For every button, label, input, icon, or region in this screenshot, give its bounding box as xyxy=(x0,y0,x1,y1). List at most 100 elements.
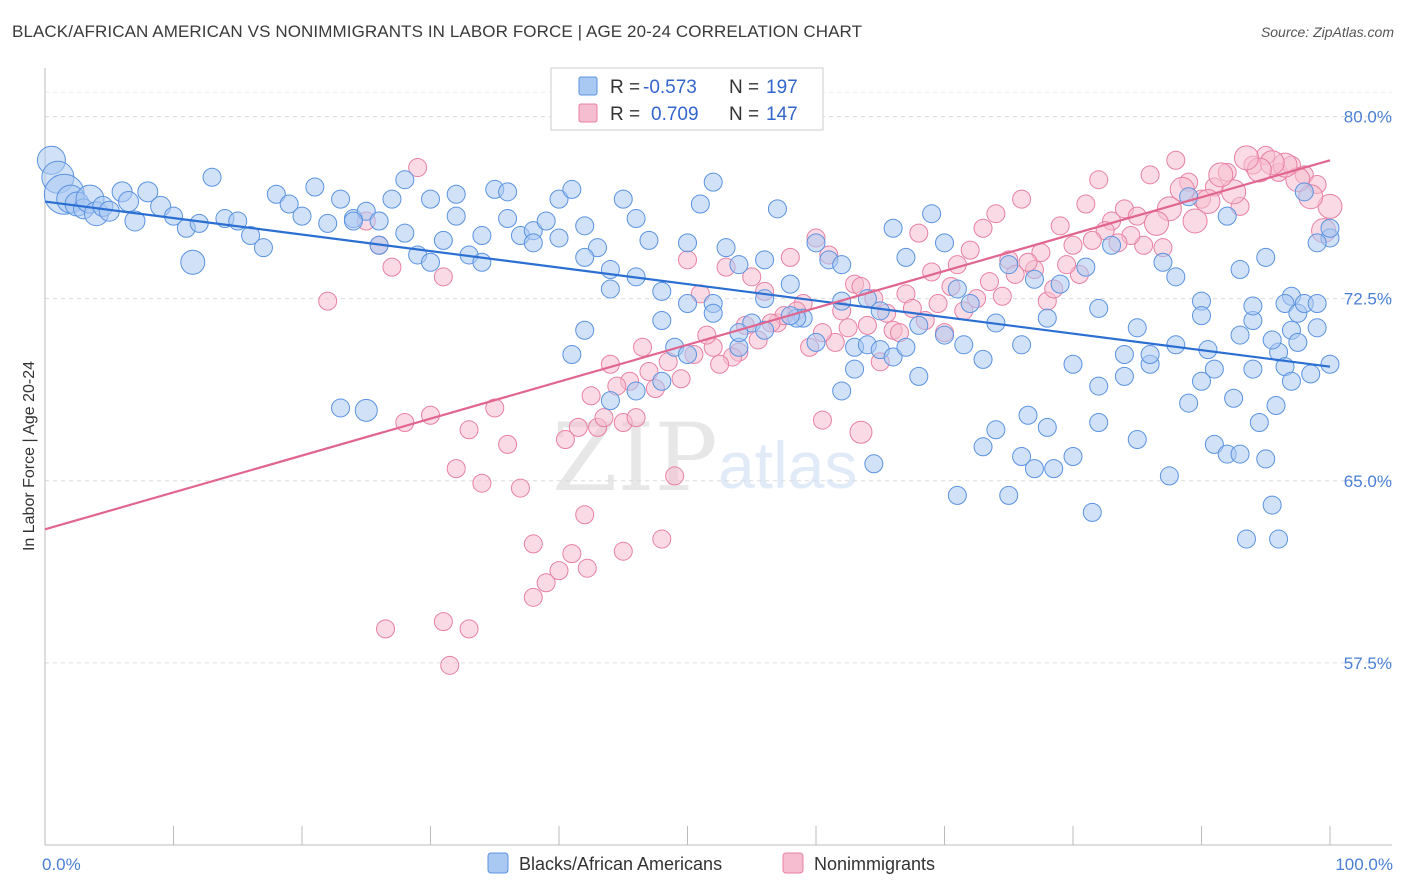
blacks-point-158 xyxy=(896,337,916,357)
blacks-point-79 xyxy=(973,349,993,369)
blacks-point-131 xyxy=(999,485,1019,505)
nonimmigrants-point-8 xyxy=(446,459,466,479)
blacks-point-53 xyxy=(639,230,659,250)
legend-r-value-1: -0.573 xyxy=(643,77,697,98)
nonimmigrants-point-136 xyxy=(555,430,575,450)
blacks-point-75 xyxy=(922,204,942,224)
blacks-point-195 xyxy=(354,398,378,422)
blacks-points xyxy=(36,145,1340,549)
blacks-point-87 xyxy=(1076,257,1096,277)
source-label: Source: ZipAtlas.com xyxy=(1260,24,1394,40)
blacks-point-182 xyxy=(523,233,543,253)
blacks-point-73 xyxy=(896,247,916,267)
blacks-point-64 xyxy=(780,274,800,294)
blacks-point-127 xyxy=(935,325,954,345)
bottom-legend-swatch-blue xyxy=(487,852,509,874)
blacks-point-150 xyxy=(1243,359,1263,379)
nonimmigrants-point-130 xyxy=(633,337,653,357)
nonimmigrants-point-114 xyxy=(838,318,858,338)
legend-n-value-1: 197 xyxy=(766,77,798,98)
blacks-point-188 xyxy=(678,294,697,314)
bottom-legend-label-blue: Blacks/African Americans xyxy=(519,854,722,874)
nonimmigrants-point-103 xyxy=(979,272,999,292)
blacks-point-114 xyxy=(1089,413,1109,433)
blacks-point-134 xyxy=(1262,495,1282,515)
blacks-point-90 xyxy=(1114,345,1134,365)
x-tick-label-100: 100.0% xyxy=(1335,855,1393,874)
blacks-point-118 xyxy=(1204,434,1224,454)
nonimmigrants-point-55 xyxy=(1050,216,1070,236)
blacks-point-120 xyxy=(1236,529,1256,549)
nonimmigrants-point-115 xyxy=(825,332,845,352)
blacks-point-34 xyxy=(395,223,415,243)
blacks-point-110 xyxy=(954,335,974,355)
blacks-point-60 xyxy=(729,255,749,275)
blacks-point-180 xyxy=(472,226,492,246)
blacks-point-48 xyxy=(575,216,595,236)
y-tick-label-65: 65.0% xyxy=(1344,472,1392,491)
legend-bottom: Blacks/African Americans Nonimmigrants xyxy=(487,852,935,874)
blacks-point-88 xyxy=(1089,298,1109,318)
nonimmigrants-point-100 xyxy=(1018,252,1038,272)
nonimmigrants-point-133 xyxy=(594,408,614,428)
nonimmigrants-point-15 xyxy=(536,573,556,593)
blacks-point-171 xyxy=(1114,366,1134,386)
blacks-point-42 xyxy=(498,182,518,202)
blacks-point-189 xyxy=(703,303,723,323)
nonimmigrants-point-18 xyxy=(575,505,595,525)
blacks-point-164 xyxy=(678,345,697,365)
nonimmigrants-point-95 xyxy=(1082,230,1102,250)
blacks-point-13 xyxy=(137,181,159,203)
blacks-point-81 xyxy=(999,255,1019,275)
nonimmigrants-point-87 xyxy=(1182,208,1208,234)
nonimmigrants-point-14 xyxy=(523,534,543,554)
nonimmigrants-point-62 xyxy=(1140,165,1160,185)
trendlines xyxy=(44,159,1331,531)
blacks-point-139 xyxy=(1266,396,1286,416)
legend-r-label-2: R = xyxy=(610,104,640,125)
nonimmigrants-point-40 xyxy=(857,315,877,335)
blacks-point-27 xyxy=(305,177,325,197)
nonimmigrants-point-44 xyxy=(909,223,929,243)
blacks-point-145 xyxy=(1307,294,1327,314)
nonimmigrants-point-34 xyxy=(780,247,800,267)
blacks-point-24 xyxy=(266,184,286,204)
blacks-point-172 xyxy=(1140,345,1160,365)
nonimmigrants-point-142 xyxy=(440,655,460,675)
y-tick-label-72.5: 72.5% xyxy=(1344,290,1392,309)
blacks-point-74 xyxy=(909,315,929,335)
blacks-point-98 xyxy=(1217,206,1237,226)
nonimmigrants-point-12 xyxy=(498,434,518,454)
nonimmigrants-point-138 xyxy=(812,410,832,430)
blacks-point-109 xyxy=(909,366,929,386)
blacks-point-122 xyxy=(1256,449,1276,469)
nonimmigrants-point-97 xyxy=(1057,255,1077,275)
nonimmigrants-point-3 xyxy=(382,257,402,277)
legend-n-label-2: N = xyxy=(729,104,759,125)
nonimmigrants-point-0 xyxy=(318,291,338,311)
blacks-point-59 xyxy=(716,238,736,258)
blacks-point-143 xyxy=(1320,218,1340,238)
blacks-point-168 xyxy=(1037,417,1057,437)
nonimmigrants-point-134 xyxy=(581,386,601,406)
nonimmigrants-point-22 xyxy=(626,408,646,428)
blacks-point-54 xyxy=(652,311,672,331)
blacks-point-157 xyxy=(883,347,903,367)
blacks-point-105 xyxy=(1307,318,1327,338)
blacks-point-68 xyxy=(832,255,852,275)
nonimmigrants-point-127 xyxy=(671,369,691,389)
nonimmigrants-point-9 xyxy=(459,420,479,440)
bottom-legend-swatch-pink xyxy=(782,852,804,874)
blacks-point-162 xyxy=(626,381,646,401)
blacks-point-52 xyxy=(626,209,646,229)
blacks-point-82 xyxy=(1012,335,1032,355)
blacks-point-46 xyxy=(549,189,569,209)
blacks-point-183 xyxy=(549,228,569,248)
nonimmigrants-point-135 xyxy=(568,417,588,437)
nonimmigrants-point-17 xyxy=(562,544,582,564)
nonimmigrants-point-5 xyxy=(408,158,428,178)
blacks-point-26 xyxy=(292,206,312,226)
blacks-point-159 xyxy=(562,345,582,365)
nonimmigrants-point-49 xyxy=(973,218,993,238)
